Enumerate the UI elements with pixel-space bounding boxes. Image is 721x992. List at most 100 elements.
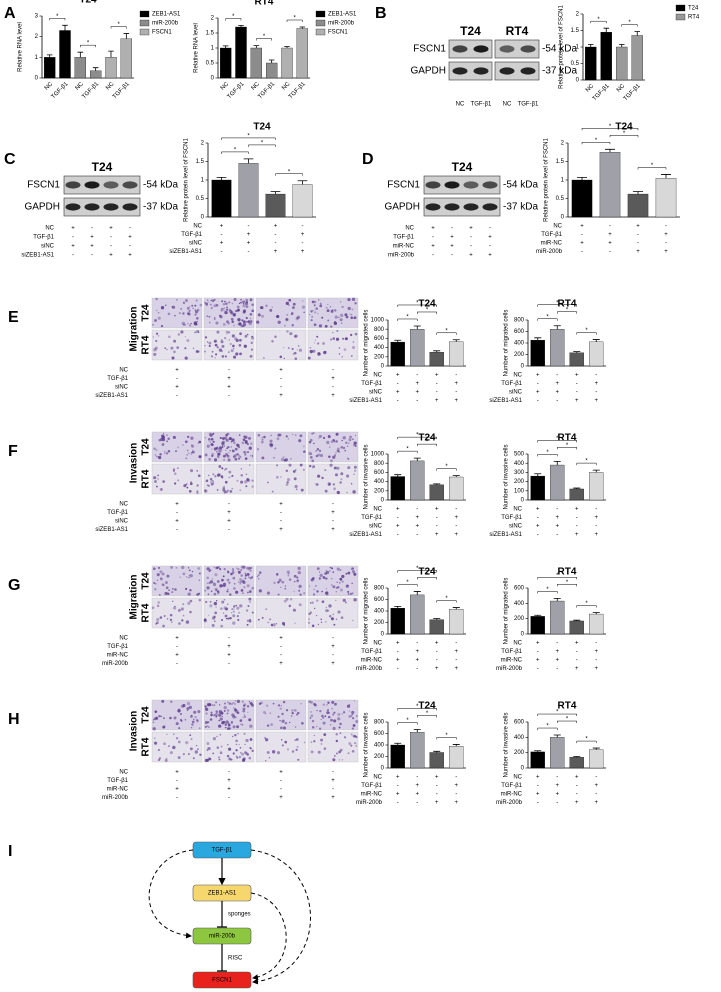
y-tick-label: 600 (514, 329, 525, 335)
blot-band (65, 203, 81, 211)
cell (182, 752, 185, 756)
cell (310, 319, 313, 322)
cell (228, 723, 231, 726)
condition-sign: - (489, 226, 491, 232)
cell (246, 623, 249, 626)
significance-star: * (416, 704, 419, 710)
y-axis-label: Number of migrated cells (504, 310, 510, 377)
condition-sign: - (176, 661, 178, 667)
cell (224, 726, 227, 729)
legend-swatch (315, 28, 326, 36)
y-tick-label: 200 (514, 479, 525, 485)
bar (296, 28, 309, 79)
cell (327, 701, 330, 704)
y-axis-label: Number of invasive cells (504, 712, 510, 777)
cell (248, 619, 252, 623)
cell (227, 603, 229, 605)
cell (319, 453, 324, 458)
condition-label: NC (373, 641, 382, 647)
cell (157, 316, 161, 320)
blot-membrane (423, 175, 501, 195)
significance-bracket (80, 44, 96, 48)
y-tick-label: 1.5 (206, 31, 215, 37)
chart-title: T24 (418, 299, 436, 310)
cell (317, 351, 321, 355)
cell (161, 572, 165, 576)
bar (655, 177, 677, 218)
condition-sign: - (416, 800, 418, 806)
cell (184, 347, 187, 350)
cell (290, 715, 293, 717)
cell (177, 479, 180, 482)
cell (320, 738, 324, 742)
y-tick-label: 400 (374, 609, 385, 615)
error-bar (634, 31, 641, 36)
condition-sign: + (301, 232, 305, 238)
cell (316, 590, 319, 593)
cell (350, 715, 353, 717)
cell (207, 438, 211, 441)
condition-label: NC (119, 368, 128, 374)
micrograph (255, 463, 307, 495)
cell (313, 588, 315, 591)
inhibit (217, 944, 227, 972)
cell (226, 320, 229, 324)
cell (197, 442, 199, 444)
cell (246, 443, 249, 446)
cell (325, 591, 329, 595)
bar (569, 352, 584, 367)
error-bar (603, 27, 610, 33)
bar (600, 32, 612, 81)
cell (155, 297, 158, 301)
cell (249, 317, 252, 320)
condition-sign: + (608, 232, 612, 238)
significance-bracket (436, 737, 457, 740)
condition-label: miR-NC (361, 658, 383, 664)
cell (293, 574, 297, 578)
blot-band (482, 181, 498, 189)
cell (324, 620, 327, 623)
micrograph (307, 463, 359, 495)
cell (184, 718, 187, 721)
cell (299, 593, 302, 596)
error-bar (433, 750, 441, 753)
legend-swatch (139, 10, 150, 18)
condition-sign: - (451, 226, 453, 232)
y-tick-label: 800 (514, 318, 525, 324)
cell (288, 578, 292, 581)
node-label: FSCN1 (212, 978, 232, 984)
cell (206, 742, 210, 745)
cell (207, 484, 211, 488)
cell (155, 455, 158, 458)
cell (225, 607, 229, 611)
cell (240, 480, 244, 484)
error-bar (92, 67, 99, 71)
condition-sign: - (416, 532, 418, 538)
cell (196, 491, 199, 495)
cell (204, 725, 207, 728)
cell (277, 581, 280, 584)
cell (339, 577, 342, 581)
cell (312, 432, 315, 434)
cell (214, 573, 218, 577)
condition-sign: - (637, 232, 639, 238)
significance-star: * (406, 447, 409, 453)
y-tick-label: 1.5 (571, 28, 580, 34)
cell (333, 466, 337, 470)
cell (289, 598, 293, 601)
cell (303, 450, 306, 453)
cell (242, 709, 246, 713)
cell (206, 758, 210, 762)
y-tick-label: 0.5 (556, 196, 565, 202)
cell (243, 439, 245, 441)
cell (182, 444, 184, 446)
condition-sign: - (556, 507, 558, 513)
cell (243, 450, 246, 454)
cell (208, 341, 212, 345)
error-bar (592, 469, 600, 473)
cell (328, 455, 331, 458)
cell (294, 357, 298, 360)
cell (209, 569, 212, 572)
error-bar (77, 51, 84, 58)
panel-letter: C (4, 151, 16, 168)
